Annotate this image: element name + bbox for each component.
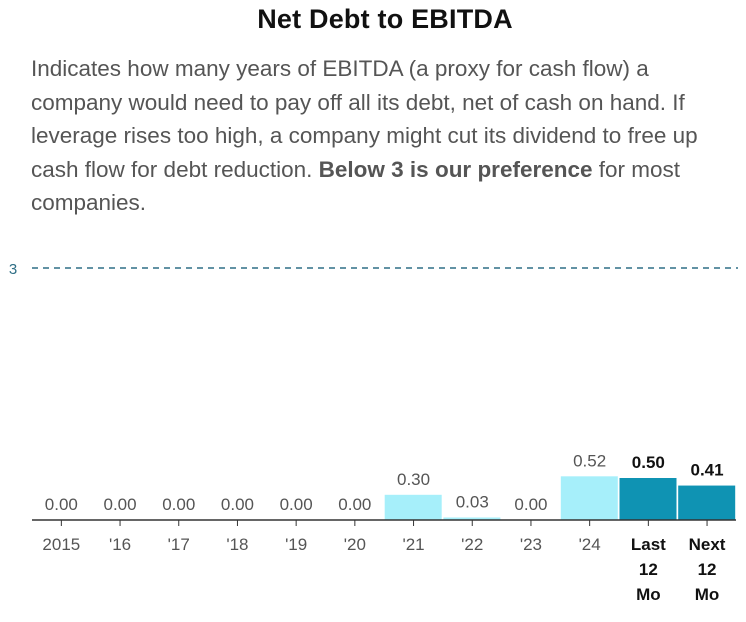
x-tick-label: 2015 [42,535,80,554]
reference-line-label: 3 [9,261,17,278]
x-tick-label: Next [689,535,726,554]
data-label: 0.00 [280,495,313,514]
x-tick-label: Mo [636,585,661,604]
data-label: 0.00 [104,495,137,514]
description-emphasis: Below 3 is our preference [318,156,593,182]
x-tick-label: 12 [698,560,717,579]
x-tick-label: '18 [226,535,248,554]
x-tick-label: '22 [461,535,483,554]
chart-title: Net Debt to EBITDA [257,4,513,34]
bar [619,478,677,520]
bar [678,485,736,520]
x-tick-label: Last [631,535,666,554]
x-tick-label: '17 [168,535,190,554]
data-label: 0.00 [338,495,371,514]
data-label: 0.00 [45,495,78,514]
x-tick-label: Mo [695,585,720,604]
description-text: Indicates how many years of EBITDA (a pr… [31,56,698,182]
x-tick-label: '20 [344,535,366,554]
x-tick-label: '16 [109,535,131,554]
x-tick-label: '21 [402,535,424,554]
x-tick-label: 12 [639,560,658,579]
data-label: 0.00 [221,495,254,514]
data-label: 0.00 [162,495,195,514]
data-label: 0.30 [397,470,430,489]
data-label: 0.00 [514,495,547,514]
x-tick-label: '24 [579,535,601,554]
bar [443,517,501,520]
bar [560,476,618,520]
data-label: 0.41 [691,461,724,480]
description-tail: for most companies. [31,156,681,216]
bar [384,494,442,520]
x-tick-label: '19 [285,535,307,554]
data-label: 0.52 [573,451,606,470]
chart-description: Indicates how many years of EBITDA (a pr… [31,52,731,220]
data-label: 0.03 [456,492,489,511]
data-label: 0.50 [632,453,665,472]
x-tick-label: '23 [520,535,542,554]
